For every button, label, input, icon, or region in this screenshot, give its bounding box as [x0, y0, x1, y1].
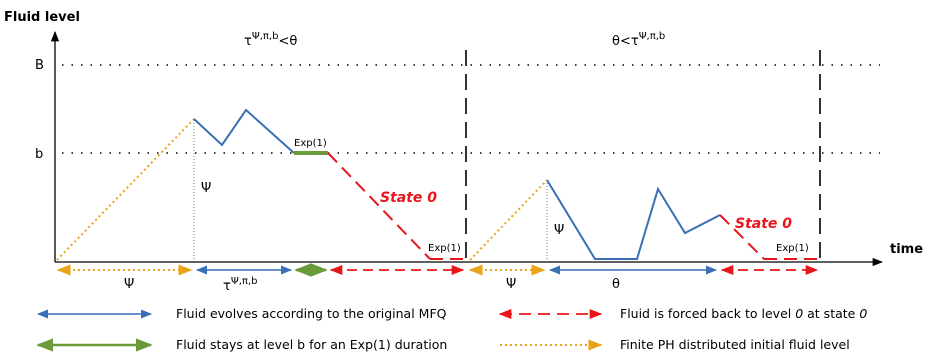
legend-green-text: Fluid stays at level b for an Exp(1) dur… — [176, 337, 447, 352]
forced-down-red-right — [719, 214, 765, 260]
exp-label-bottom-right: Exp(1) — [776, 243, 809, 254]
psi-label-mid: Ψ — [201, 181, 211, 196]
interval-label-psi-left: Ψ — [124, 277, 134, 292]
right-case-heading: θ<τΨ,π,b — [612, 31, 665, 49]
left-case-heading: τΨ,π,b<θ — [244, 31, 297, 49]
legend-red-text: Fluid is forced back to level 0 at state… — [620, 306, 867, 321]
level-B-label: B — [35, 58, 44, 73]
legend-orange-text: Finite PH distributed initial fluid leve… — [620, 337, 850, 352]
state0-label-left: State 0 — [380, 190, 437, 206]
legend: Fluid evolves according to the original … — [36, 306, 867, 352]
interval-label-psi-right: Ψ — [506, 277, 516, 292]
y-axis-title: Fluid level — [4, 10, 80, 25]
x-axis-title: time — [890, 242, 923, 257]
forced-down-red-left — [327, 152, 431, 260]
legend-blue-text: Fluid evolves according to the original … — [176, 306, 447, 321]
psi-label-right: Ψ — [554, 223, 564, 238]
exp-label-bottom-left: Exp(1) — [428, 243, 461, 254]
initial-level-orange-left — [56, 118, 195, 261]
mfq-path-right — [546, 179, 721, 260]
interval-label-tau: τΨ,π,b — [223, 276, 257, 294]
interval-label-theta: θ — [612, 277, 620, 292]
mfq-path-left — [193, 108, 295, 154]
initial-level-orange-right — [469, 179, 548, 261]
state0-label-right: State 0 — [735, 216, 792, 232]
exp-label-top: Exp(1) — [294, 138, 327, 149]
level-b-label: b — [35, 147, 43, 162]
